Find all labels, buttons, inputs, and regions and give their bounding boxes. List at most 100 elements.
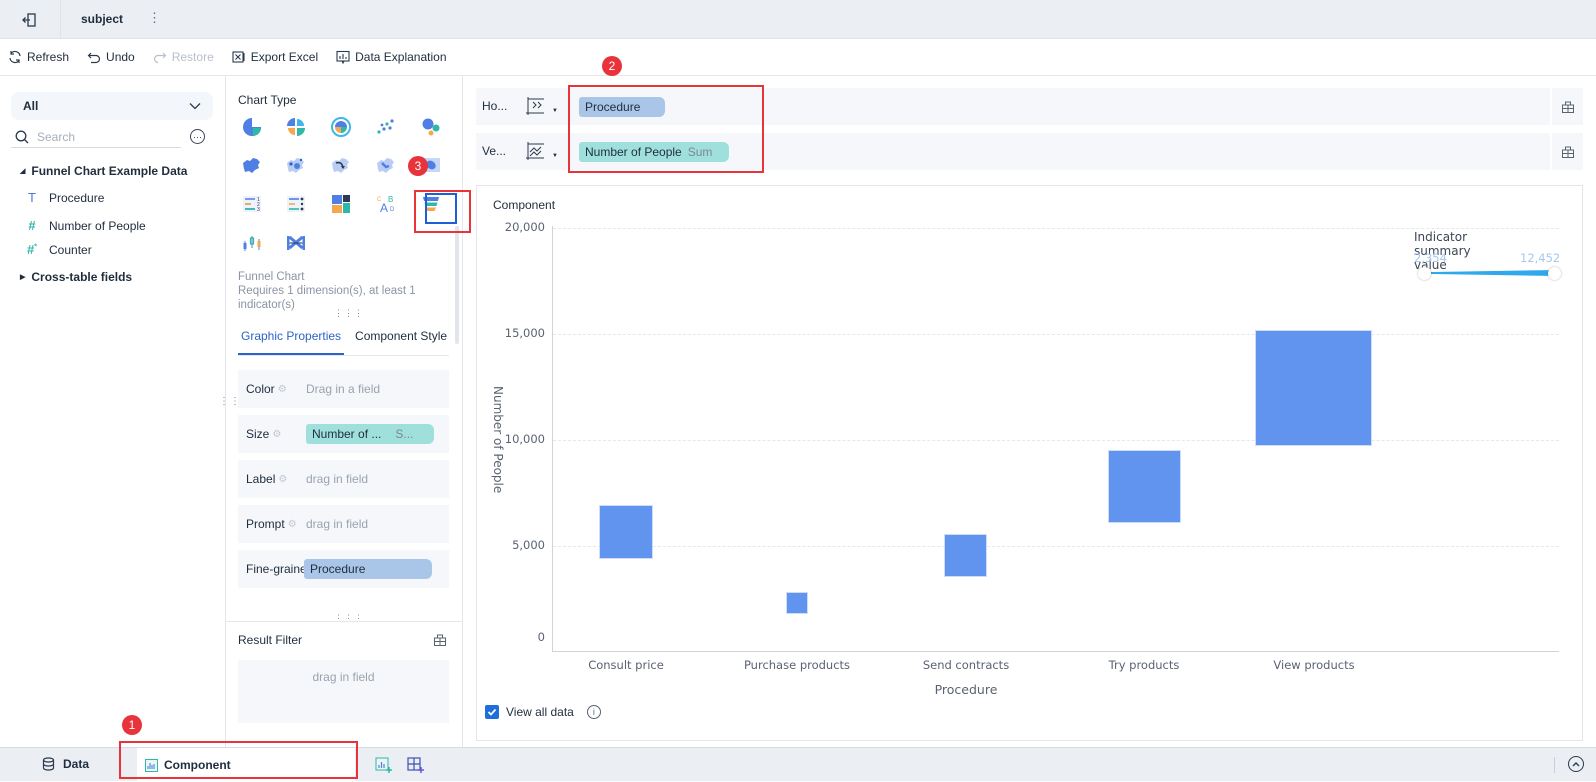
legend-range-slider[interactable] — [1425, 270, 1555, 276]
chart-type-point-map[interactable] — [282, 151, 310, 179]
field-search — [11, 126, 181, 148]
gear-icon[interactable]: ⚙ — [278, 473, 288, 485]
chart-type-pie[interactable] — [238, 113, 266, 141]
tab-graphic-properties[interactable]: Graphic Properties — [238, 321, 345, 355]
chart-type-multi-pie[interactable] — [327, 113, 355, 141]
data-point-view-products[interactable] — [1255, 330, 1372, 446]
add-chart-icon[interactable] — [375, 756, 393, 774]
info-icon[interactable]: i — [586, 705, 601, 719]
property-fine-grained[interactable]: Fine-grained Procedure — [238, 550, 449, 588]
excel-icon — [232, 51, 245, 63]
fine-grained-field-pill[interactable]: Procedure — [304, 559, 432, 579]
axis-type-dropdown-icon[interactable]: ▼ — [552, 108, 558, 114]
search-icon — [15, 130, 29, 143]
gear-icon[interactable]: ⚙ — [277, 383, 287, 395]
vertical-ellipsis-icon[interactable]: ⋮ — [148, 10, 161, 25]
filter-settings-icon[interactable] — [433, 633, 447, 647]
result-filter-drop-zone[interactable]: drag in field — [238, 660, 449, 723]
data-point-send-contracts[interactable] — [944, 534, 987, 577]
property-prompt[interactable]: Prompt ⚙ drag in field — [238, 505, 449, 543]
property-size[interactable]: Size ⚙ Number of ... S... — [238, 415, 449, 453]
horizontal-axis-label: Ho... — [482, 99, 508, 113]
prompt-drop-zone[interactable]: drag in field — [306, 517, 369, 531]
x-axis-line — [552, 651, 1559, 652]
gear-icon[interactable]: ⚙ — [272, 428, 282, 440]
more-options-icon[interactable]: ··· — [190, 129, 205, 144]
property-label: Label ⚙ — [246, 472, 306, 486]
chart-type-scatter[interactable] — [372, 113, 400, 141]
data-explanation-button[interactable]: Data Explanation — [336, 50, 447, 64]
gear-icon[interactable]: ⚙ — [287, 518, 297, 530]
undo-button[interactable]: Undo — [87, 50, 135, 64]
subject-title: subject — [81, 12, 124, 26]
data-point-consult-price[interactable] — [599, 505, 653, 559]
chart-type-heat-map[interactable] — [372, 151, 400, 179]
x-tick: Purchase products — [743, 658, 851, 672]
field-number-of-people[interactable]: # Number of People — [25, 218, 145, 233]
search-input[interactable] — [37, 129, 167, 144]
label-label: Label — [246, 472, 276, 486]
tab-data[interactable]: Data — [42, 757, 89, 771]
data-filter-select[interactable]: All — [11, 92, 213, 120]
point-map-icon — [287, 158, 304, 173]
horizontal-shelf-settings[interactable] — [1550, 88, 1583, 125]
horizontal-axis-pill[interactable]: Procedure — [579, 97, 665, 117]
view-all-data-label: View all data — [506, 705, 574, 719]
size-field-pill[interactable]: Number of ... S... — [306, 424, 434, 444]
chart-type-flow-map[interactable] — [327, 151, 355, 179]
data-panel: All ··· ◢ Funnel Chart Example Data T Pr… — [0, 76, 240, 747]
refresh-icon — [9, 50, 21, 64]
chart-type-scrollbar[interactable] — [455, 226, 459, 344]
bubble-chart-icon — [422, 118, 440, 136]
chart-type-kline[interactable] — [238, 229, 266, 257]
gridline-15000 — [553, 334, 1559, 335]
legend-max-value: 12,452 — [1520, 251, 1561, 265]
exit-button[interactable] — [0, 0, 61, 39]
section-resize-handle[interactable]: ⋮⋮⋮ — [334, 613, 364, 623]
chart-type-rose[interactable] — [282, 113, 310, 141]
add-dashboard-icon[interactable] — [407, 756, 425, 774]
data-point-try-products[interactable] — [1108, 450, 1181, 523]
refresh-button[interactable]: Refresh — [8, 50, 69, 64]
section-resize-handle[interactable]: ⋮⋮⋮ — [334, 308, 364, 318]
chart-type-indicator-list[interactable] — [282, 190, 310, 218]
chart-type-treemap[interactable] — [327, 190, 355, 218]
vertical-shelf-settings[interactable] — [1550, 133, 1583, 170]
group-funnel-chart-example-data[interactable]: ◢ Funnel Chart Example Data — [20, 164, 187, 178]
panel-resize-handle[interactable]: ⋮⋮ — [219, 396, 241, 407]
tab-component[interactable]: Component — [137, 748, 355, 782]
horizontal-axis-type-icon[interactable] — [524, 95, 546, 117]
property-color[interactable]: Color ⚙ Drag in a field — [238, 370, 449, 408]
x-tick: Send contracts — [922, 658, 1010, 672]
chart-type-requirement: Requires 1 dimension(s), at least 1 indi… — [238, 285, 416, 311]
chart-type-region-map[interactable] — [238, 151, 266, 179]
color-drop-zone[interactable]: Drag in a field — [306, 382, 381, 396]
group-cross-table-fields[interactable]: ▶ Cross-table fields — [20, 270, 132, 284]
field-counter[interactable]: #* Counter — [25, 242, 92, 257]
data-point-purchase-products[interactable] — [786, 592, 808, 614]
chart-type-funnel[interactable] — [417, 190, 445, 218]
view-all-data-checkbox[interactable] — [485, 705, 499, 719]
chart-type-sankey[interactable] — [282, 229, 310, 257]
vertical-axis-pill[interactable]: Number of People Sum — [579, 142, 729, 162]
label-drop-zone[interactable]: drag in field — [306, 472, 369, 486]
restore-button[interactable]: Restore — [153, 50, 214, 64]
chart-type-bubble[interactable] — [417, 113, 445, 141]
export-excel-button[interactable]: Export Excel — [232, 50, 318, 64]
collapse-panel-button[interactable] — [1568, 756, 1584, 772]
y-tick: 20,000 — [504, 220, 545, 234]
tab-component-style[interactable]: Component Style — [355, 329, 448, 343]
component-chart-card: Component 20,000 15,000 10,000 5,000 0 N… — [476, 185, 1583, 741]
axis-type-dropdown-icon[interactable]: ▼ — [552, 153, 558, 159]
property-label: Fine-grained — [246, 562, 304, 576]
data-explanation-icon — [336, 50, 350, 64]
legend-slider-max-handle[interactable] — [1548, 267, 1561, 280]
pill-aggregation: S... — [395, 427, 414, 441]
legend-slider-min-handle[interactable] — [1418, 267, 1431, 280]
vertical-axis-type-icon[interactable] — [524, 140, 546, 162]
property-label-field[interactable]: Label ⚙ drag in field — [238, 460, 449, 498]
field-procedure[interactable]: T Procedure — [25, 190, 104, 205]
divider — [1554, 757, 1555, 773]
